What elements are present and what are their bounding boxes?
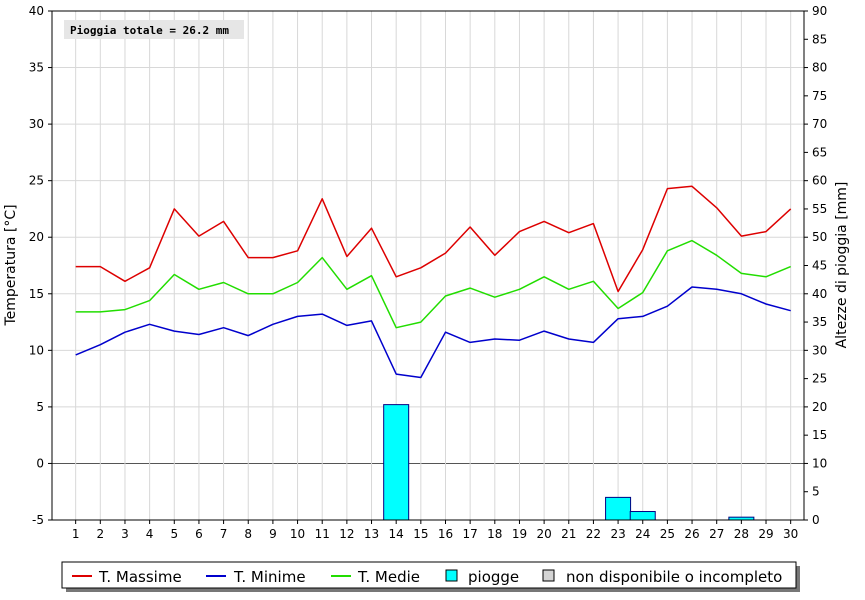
right-tick-label: 65 xyxy=(812,145,827,159)
x-tick-label: 19 xyxy=(512,527,527,541)
left-tick-label: 20 xyxy=(29,230,44,244)
legend-box xyxy=(61,561,797,589)
right-tick-label: 30 xyxy=(812,343,827,357)
right-tick-label: 70 xyxy=(812,117,827,131)
x-tick-label: 10 xyxy=(290,527,305,541)
x-tick-label: 7 xyxy=(220,527,228,541)
x-tick-label: 1 xyxy=(72,527,80,541)
legend: T. Massime T. Minime T. Medie piogge non… xyxy=(61,561,800,592)
right-tick-label: 60 xyxy=(812,174,827,188)
legend-label-missing: non disponibile o incompleto xyxy=(566,568,782,586)
x-tick-label: 20 xyxy=(536,527,551,541)
right-tick-label: 15 xyxy=(812,428,827,442)
right-tick-label: 10 xyxy=(812,456,827,470)
total-rain-note: Pioggia totale = 26.2 mm xyxy=(64,20,244,39)
series-line-2 xyxy=(75,286,791,379)
left-tick-label: 0 xyxy=(36,456,44,470)
x-tick-label: 6 xyxy=(195,527,203,541)
right-tick-label: 0 xyxy=(812,513,820,527)
right-tick-label: 20 xyxy=(812,400,827,414)
x-tick-label: 24 xyxy=(635,527,650,541)
right-tick-label: 75 xyxy=(812,89,827,103)
x-tick-label: 8 xyxy=(244,527,252,541)
x-tick-label: 16 xyxy=(438,527,453,541)
left-tick-label: 25 xyxy=(29,174,44,188)
rain-bar xyxy=(629,511,656,521)
right-tick-label: 50 xyxy=(812,230,827,244)
legend-label-medie: T. Medie xyxy=(357,568,420,586)
x-tick-label: 21 xyxy=(561,527,576,541)
right-tick-label: 80 xyxy=(812,61,827,75)
x-tick-label: 5 xyxy=(170,527,178,541)
legend-label-piogge: piogge xyxy=(468,568,519,586)
right-axis-ticks: 0 5 10 15 20 25 30 35 40 45 50 55 60 65 70 75 80 85 90 xyxy=(804,4,827,527)
x-tick-label: 9 xyxy=(269,527,277,541)
rain-bars xyxy=(383,404,755,521)
x-tick-label: 14 xyxy=(389,527,404,541)
x-axis-ticks: 1 2 3 4 5 6 7 8 9 10 11 12 13 14 15 16 17 18 19 20 21 22 23 24 2… xyxy=(72,520,798,541)
total-rain-note-text: Pioggia totale = 26.2 mm xyxy=(70,24,229,37)
x-tick-label: 22 xyxy=(586,527,601,541)
x-tick-label: 26 xyxy=(684,527,699,541)
right-tick-label: 5 xyxy=(812,485,820,499)
left-tick-label: 15 xyxy=(29,287,44,301)
series-lines xyxy=(75,185,792,379)
series-line-3 xyxy=(75,239,791,329)
left-tick-label: 35 xyxy=(29,61,44,75)
right-tick-label: 35 xyxy=(812,315,827,329)
x-tick-label: 27 xyxy=(709,527,724,541)
rain-bar xyxy=(605,496,632,521)
right-tick-label: 85 xyxy=(812,32,827,46)
legend-swatch-missing xyxy=(542,569,555,582)
x-tick-label: 30 xyxy=(783,527,798,541)
right-tick-label: 45 xyxy=(812,259,827,273)
right-tick-label: 40 xyxy=(812,287,827,301)
right-axis-title: Altezze di pioggia [mm] xyxy=(834,182,850,349)
x-tick-label: 2 xyxy=(96,527,104,541)
x-tick-label: 25 xyxy=(660,527,675,541)
right-tick-label: 25 xyxy=(812,372,827,386)
x-tick-label: 28 xyxy=(734,527,749,541)
x-tick-label: 15 xyxy=(413,527,428,541)
x-tick-label: 18 xyxy=(487,527,502,541)
total-rain-note-box xyxy=(64,20,244,39)
x-tick-label: 23 xyxy=(610,527,625,541)
left-tick-label: -5 xyxy=(32,513,44,527)
legend-swatch-piogge xyxy=(445,569,458,582)
left-tick-label: 40 xyxy=(29,4,44,18)
x-tick-label: 17 xyxy=(463,527,478,541)
left-axis-title: Temperatura [°C] xyxy=(3,204,19,326)
series-line-1 xyxy=(75,185,792,293)
legend-label-massime: T. Massime xyxy=(98,568,182,586)
left-tick-label: 30 xyxy=(29,117,44,131)
right-tick-label: 90 xyxy=(812,4,827,18)
x-tick-label: 29 xyxy=(758,527,773,541)
x-tick-label: 3 xyxy=(121,527,129,541)
right-tick-label: 55 xyxy=(812,202,827,216)
left-tick-label: 10 xyxy=(29,343,44,357)
left-tick-label: 5 xyxy=(36,400,44,414)
x-tick-label: 13 xyxy=(364,527,379,541)
x-tick-label: 4 xyxy=(146,527,154,541)
legend-label-minime: T. Minime xyxy=(233,568,306,586)
grid xyxy=(52,10,804,521)
x-tick-label: 12 xyxy=(339,527,354,541)
left-axis-ticks: -5 0 5 10 15 20 25 30 35 40 xyxy=(29,4,52,527)
rain-bar xyxy=(383,404,410,521)
x-tick-label: 11 xyxy=(315,527,330,541)
